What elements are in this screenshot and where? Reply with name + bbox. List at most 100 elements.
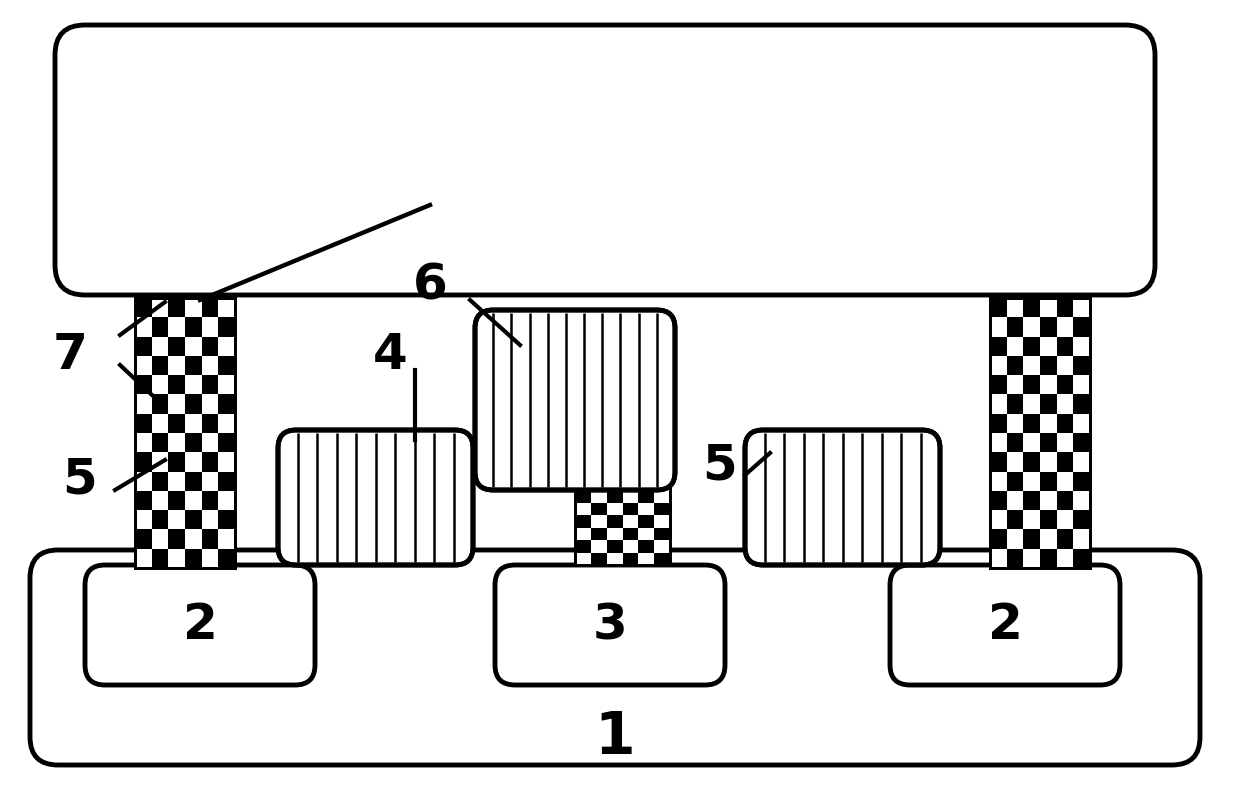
- Bar: [169, 414, 185, 433]
- Bar: [185, 356, 202, 375]
- Bar: [1023, 375, 1040, 395]
- Bar: [1023, 414, 1040, 433]
- Bar: [655, 453, 670, 465]
- FancyBboxPatch shape: [278, 430, 472, 565]
- Bar: [1023, 337, 1040, 356]
- FancyBboxPatch shape: [86, 565, 315, 685]
- Bar: [590, 503, 606, 515]
- Bar: [202, 414, 218, 433]
- Bar: [606, 440, 622, 453]
- Bar: [575, 490, 590, 503]
- Bar: [218, 433, 236, 452]
- Bar: [1074, 395, 1090, 414]
- Bar: [575, 390, 590, 403]
- Bar: [185, 471, 202, 491]
- Bar: [639, 440, 655, 453]
- Bar: [1040, 549, 1056, 568]
- Bar: [990, 337, 1007, 356]
- Bar: [606, 490, 622, 503]
- Bar: [135, 414, 151, 433]
- Bar: [151, 471, 169, 491]
- Bar: [135, 298, 236, 568]
- Bar: [185, 510, 202, 529]
- Bar: [151, 433, 169, 452]
- Bar: [1023, 452, 1040, 471]
- Bar: [622, 453, 639, 465]
- Bar: [185, 395, 202, 414]
- Bar: [202, 375, 218, 395]
- Bar: [639, 465, 655, 478]
- Text: 7: 7: [52, 331, 88, 379]
- Bar: [218, 549, 236, 568]
- Bar: [1056, 298, 1074, 317]
- Bar: [151, 395, 169, 414]
- Text: 3: 3: [593, 601, 627, 649]
- Bar: [1056, 529, 1074, 549]
- Bar: [575, 390, 670, 565]
- Bar: [606, 465, 622, 478]
- FancyBboxPatch shape: [55, 25, 1154, 295]
- Bar: [169, 337, 185, 356]
- Bar: [218, 395, 236, 414]
- Bar: [639, 540, 655, 553]
- Bar: [1007, 471, 1023, 491]
- Bar: [218, 471, 236, 491]
- Bar: [185, 317, 202, 337]
- Text: 5: 5: [63, 456, 98, 504]
- FancyBboxPatch shape: [30, 550, 1200, 765]
- Bar: [1056, 375, 1074, 395]
- Bar: [135, 298, 151, 317]
- Bar: [655, 428, 670, 440]
- Bar: [1074, 549, 1090, 568]
- Text: 4: 4: [373, 331, 408, 379]
- Bar: [135, 375, 151, 395]
- Bar: [606, 390, 622, 403]
- Bar: [1056, 337, 1074, 356]
- Bar: [1007, 549, 1023, 568]
- Bar: [990, 298, 1007, 317]
- Bar: [202, 337, 218, 356]
- Bar: [202, 452, 218, 471]
- Bar: [606, 515, 622, 528]
- Bar: [1074, 471, 1090, 491]
- Bar: [135, 452, 151, 471]
- Bar: [185, 549, 202, 568]
- Bar: [990, 491, 1007, 510]
- Bar: [1040, 317, 1056, 337]
- FancyBboxPatch shape: [890, 565, 1120, 685]
- Bar: [202, 298, 218, 317]
- Bar: [639, 515, 655, 528]
- Bar: [1040, 510, 1056, 529]
- Bar: [590, 528, 606, 540]
- Bar: [622, 403, 639, 415]
- Bar: [639, 390, 655, 403]
- Bar: [990, 452, 1007, 471]
- Bar: [622, 428, 639, 440]
- Bar: [622, 478, 639, 490]
- Bar: [590, 553, 606, 565]
- Bar: [202, 491, 218, 510]
- Bar: [1056, 491, 1074, 510]
- Bar: [655, 478, 670, 490]
- Bar: [575, 440, 590, 453]
- Bar: [655, 503, 670, 515]
- Bar: [1074, 433, 1090, 452]
- Bar: [575, 415, 590, 428]
- Bar: [622, 503, 639, 515]
- Bar: [1074, 356, 1090, 375]
- Bar: [1007, 510, 1023, 529]
- Text: 1: 1: [595, 709, 635, 767]
- FancyBboxPatch shape: [495, 565, 725, 685]
- Bar: [218, 510, 236, 529]
- Bar: [1023, 491, 1040, 510]
- Bar: [151, 317, 169, 337]
- Bar: [169, 529, 185, 549]
- Bar: [1074, 510, 1090, 529]
- Bar: [1040, 433, 1056, 452]
- Bar: [590, 403, 606, 415]
- Text: 6: 6: [413, 261, 448, 309]
- Bar: [1074, 317, 1090, 337]
- Bar: [575, 390, 670, 565]
- Bar: [1056, 452, 1074, 471]
- Bar: [1023, 529, 1040, 549]
